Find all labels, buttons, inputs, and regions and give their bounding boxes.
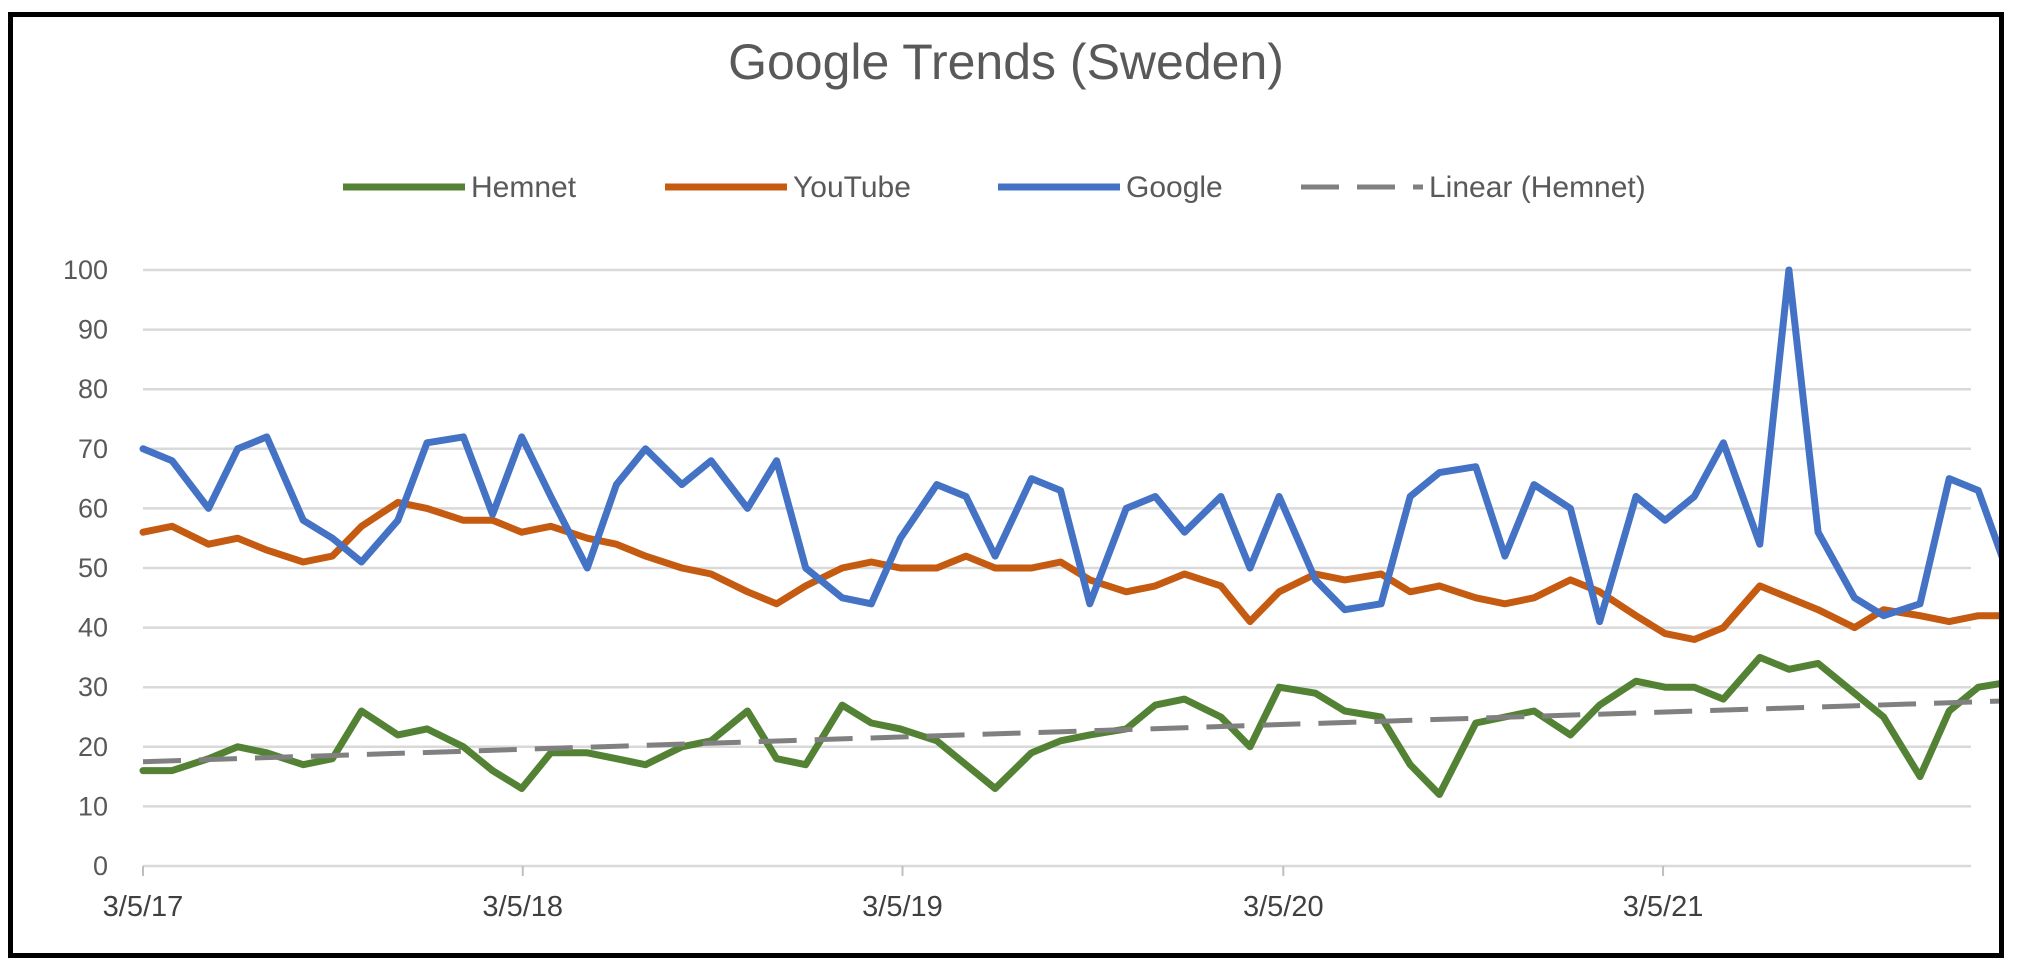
legend: Hemnet YouTube Google Linear (Hemnet) bbox=[343, 171, 1646, 204]
chart-canvas: Google Trends (Sweden) Hemnet YouTube Goog… bbox=[63, 34, 1999, 923]
y-tick-label: 60 bbox=[78, 493, 108, 523]
x-tick-label: 3/5/20 bbox=[1243, 891, 1324, 923]
y-tick-label: 50 bbox=[78, 553, 108, 583]
x-tick-label: 3/5/21 bbox=[1623, 891, 1704, 923]
series-line-linear-hemnet bbox=[142, 698, 1999, 765]
x-tick-label: 3/5/17 bbox=[103, 891, 184, 923]
series-line-hemnet bbox=[139, 653, 1999, 798]
gridlines bbox=[143, 268, 1971, 808]
series-line-google bbox=[139, 266, 1999, 626]
y-tick-label: 80 bbox=[78, 374, 108, 404]
chart-frame: Google Trends (Sweden) Hemnet YouTube Goog… bbox=[8, 12, 2004, 958]
legend-label: Hemnet bbox=[471, 171, 577, 204]
legend-label: YouTube bbox=[793, 171, 911, 204]
y-tick-label: 40 bbox=[78, 613, 108, 643]
legend-label: Google bbox=[1126, 171, 1223, 204]
y-axis: 0 10 20 30 40 50 60 70 80 90 100 bbox=[63, 255, 108, 881]
y-tick-label: 30 bbox=[78, 672, 108, 702]
y-tick-label: 10 bbox=[78, 791, 108, 821]
y-tick-label: 70 bbox=[78, 434, 108, 464]
y-tick-label: 90 bbox=[78, 315, 108, 345]
x-tick-label: 3/5/18 bbox=[482, 891, 563, 923]
y-tick-label: 0 bbox=[93, 851, 108, 881]
chart-title: Google Trends (Sweden) bbox=[728, 34, 1284, 90]
y-tick-label: 100 bbox=[63, 255, 108, 285]
series-line-youtube bbox=[139, 498, 1999, 643]
series-lines bbox=[139, 266, 1999, 798]
x-axis: 3/5/17 3/5/18 3/5/19 3/5/20 3/5/21 bbox=[103, 864, 1971, 923]
y-tick-label: 20 bbox=[78, 732, 108, 762]
legend-label: Linear (Hemnet) bbox=[1429, 171, 1646, 204]
x-tick-label: 3/5/19 bbox=[862, 891, 943, 923]
